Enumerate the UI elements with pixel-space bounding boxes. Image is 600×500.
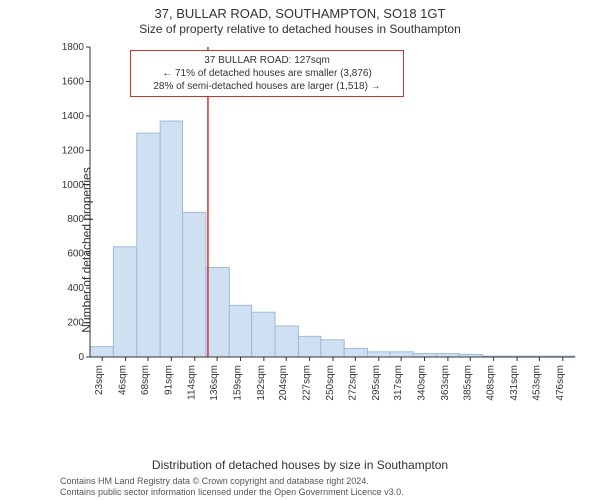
svg-text:1600: 1600 [62,76,85,87]
svg-text:1400: 1400 [62,111,85,122]
chart-container: 37, BULLAR ROAD, SOUTHAMPTON, SO18 1GT S… [0,0,600,500]
svg-text:136sqm: 136sqm [209,365,220,401]
svg-text:114sqm: 114sqm [187,365,198,400]
histogram-svg: 0 200 400 600 800 1000 1200 1400 1600 1800 23sqm 46… [60,42,580,412]
svg-text:1200: 1200 [62,145,85,156]
svg-text:204sqm: 204sqm [278,365,289,401]
svg-text:431sqm: 431sqm [509,365,520,401]
svg-text:408sqm: 408sqm [486,365,497,401]
svg-text:453sqm: 453sqm [531,365,542,401]
svg-text:91sqm: 91sqm [163,365,174,395]
svg-text:600: 600 [67,249,84,260]
svg-text:1000: 1000 [62,180,85,191]
svg-text:400: 400 [67,283,84,294]
svg-text:385sqm: 385sqm [462,365,473,401]
svg-text:800: 800 [67,214,84,225]
annotation-box: 37 BULLAR ROAD: 127sqm ← 71% of detached… [130,50,404,97]
svg-text:68sqm: 68sqm [140,365,151,395]
svg-text:0: 0 [78,352,84,363]
svg-text:1800: 1800 [62,42,85,53]
svg-text:476sqm: 476sqm [555,365,566,401]
annotation-line-2: ← 71% of detached houses are smaller (3,… [137,67,397,80]
x-axis-label: Distribution of detached houses by size … [0,458,600,472]
chart-title-description: Size of property relative to detached ho… [0,22,600,36]
annotation-line-1: 37 BULLAR ROAD: 127sqm [137,54,397,67]
annotation-line-3: 28% of semi-detached houses are larger (… [137,80,397,93]
svg-text:272sqm: 272sqm [347,365,358,401]
svg-text:227sqm: 227sqm [302,365,313,401]
svg-text:363sqm: 363sqm [440,365,451,401]
chart-title-address: 37, BULLAR ROAD, SOUTHAMPTON, SO18 1GT [0,6,600,21]
svg-text:340sqm: 340sqm [417,365,428,401]
svg-text:182sqm: 182sqm [256,365,267,401]
plot-area: 0 200 400 600 800 1000 1200 1400 1600 1800 23sqm 46… [60,42,580,412]
attribution-line-1: Contains HM Land Registry data © Crown c… [60,476,404,487]
svg-text:159sqm: 159sqm [232,365,243,401]
svg-text:23sqm: 23sqm [94,365,105,395]
svg-text:295sqm: 295sqm [371,365,382,401]
svg-text:46sqm: 46sqm [118,365,129,395]
svg-text:317sqm: 317sqm [393,365,404,401]
attribution-line-2: Contains public sector information licen… [60,487,404,498]
svg-text:250sqm: 250sqm [325,365,336,401]
attribution-text: Contains HM Land Registry data © Crown c… [60,476,404,498]
svg-text:200: 200 [67,318,84,329]
